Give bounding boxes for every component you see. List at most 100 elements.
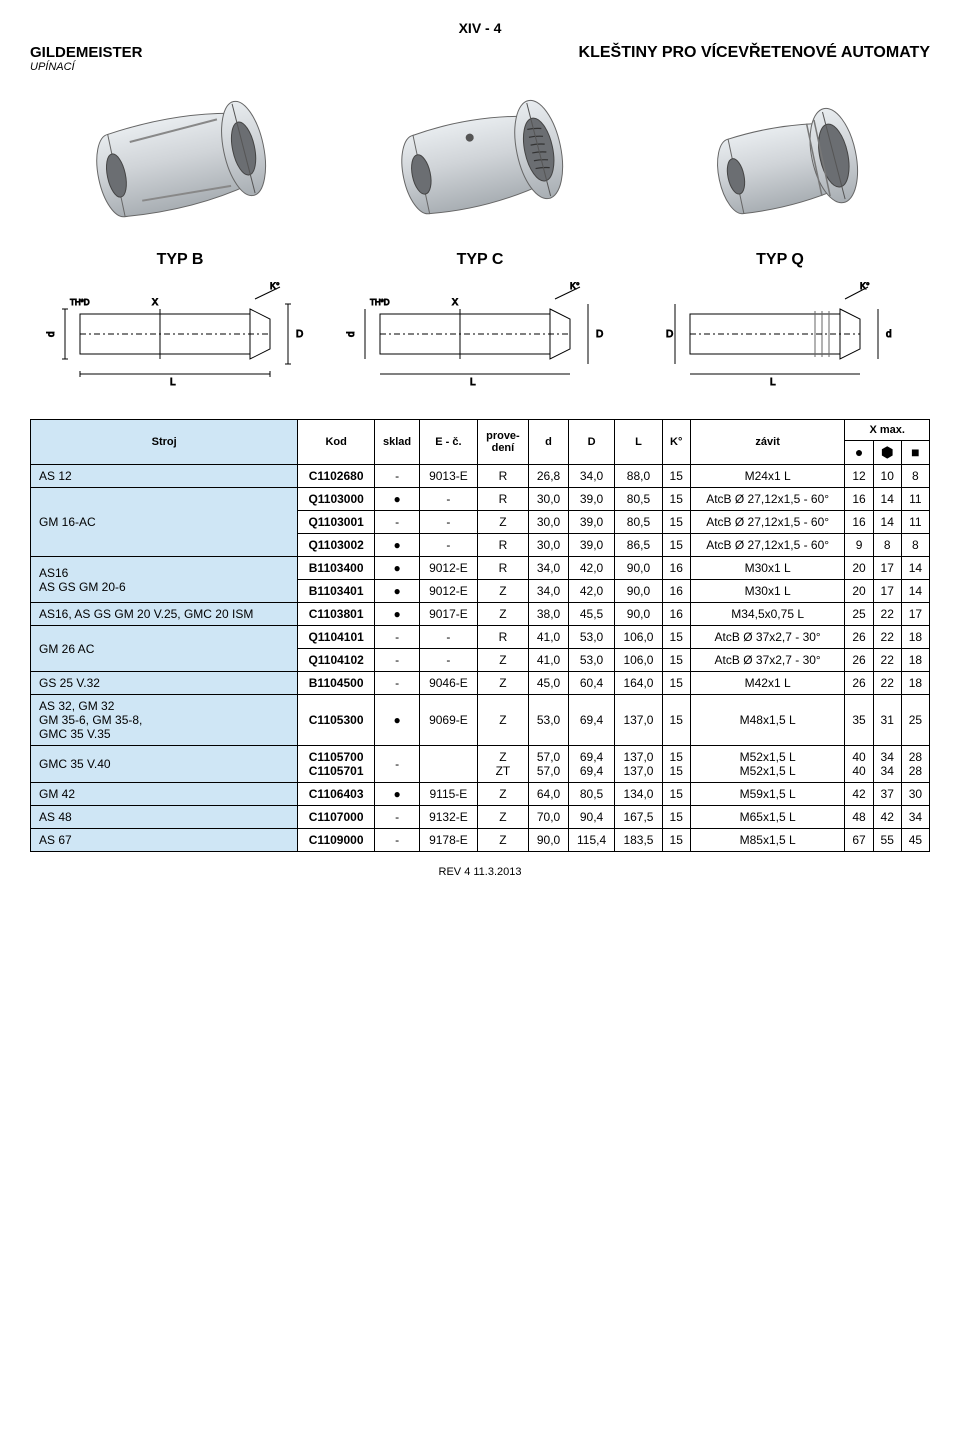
cell-L: 88,0 <box>615 465 662 488</box>
cell-prov: Z <box>477 672 529 695</box>
cell-d: 70,0 <box>529 806 569 829</box>
cell-kod: C1103801 <box>298 603 375 626</box>
cell-L: 106,0 <box>615 649 662 672</box>
cell-xc: 16 <box>845 488 873 511</box>
cell-ec: 9132-E <box>420 806 477 829</box>
cell-machine: AS 48 <box>31 806 298 829</box>
cell-d: 38,0 <box>529 603 569 626</box>
cell-machine: GMC 35 V.40 <box>31 746 298 783</box>
cell-xh: 17 <box>873 580 901 603</box>
cell-D: 53,0 <box>568 626 614 649</box>
cell-prov: Z <box>477 649 529 672</box>
cell-D: 45,5 <box>568 603 614 626</box>
cell-xs: 14 <box>901 580 929 603</box>
label-typ-q: TYP Q <box>665 251 895 269</box>
cell-machine: AS16, AS GS GM 20 V.25, GMC 20 ISM <box>31 603 298 626</box>
cell-kod: Q1103002 <box>298 534 375 557</box>
collet-b: TYP B <box>65 82 295 269</box>
cell-L: 90,0 <box>615 580 662 603</box>
cell-D: 60,4 <box>568 672 614 695</box>
cell-D: 90,4 <box>568 806 614 829</box>
cell-prov: Z <box>477 511 529 534</box>
cell-d: 30,0 <box>529 511 569 534</box>
cell-d: 30,0 <box>529 488 569 511</box>
cell-d: 34,0 <box>529 580 569 603</box>
cell-xs: 18 <box>901 672 929 695</box>
cell-ec: - <box>420 511 477 534</box>
cell-zavit: M30x1 L <box>690 580 845 603</box>
cell-zavit: AtcB Ø 27,12x1,5 - 60° <box>690 488 845 511</box>
table-row: AS16 AS GS GM 20-6B1103400●9012-ER34,042… <box>31 557 930 580</box>
table-row: GM 42C1106403●9115-EZ64,080,5134,015M59x… <box>31 783 930 806</box>
cell-K: 15 <box>662 672 690 695</box>
collet-c: TYP C <box>365 82 595 269</box>
cell-zavit: M85x1,5 L <box>690 829 845 852</box>
cell-xs: 17 <box>901 603 929 626</box>
cell-xs: 14 <box>901 557 929 580</box>
cell-zavit: M42x1 L <box>690 672 845 695</box>
cell-d: 57,0 57,0 <box>529 746 569 783</box>
cell-L: 167,5 <box>615 806 662 829</box>
cell-xs: 34 <box>901 806 929 829</box>
cell-ec: - <box>420 649 477 672</box>
th-ec: E - č. <box>420 420 477 465</box>
cell-zavit: M24x1 L <box>690 465 845 488</box>
brand-block: GILDEMEISTER UPÍNACÍ <box>30 44 143 73</box>
cell-L: 137,0 <box>615 695 662 746</box>
cell-xh: 55 <box>873 829 901 852</box>
cell-kod: B1104500 <box>298 672 375 695</box>
cell-sklad: ● <box>374 557 419 580</box>
cell-machine: GM 16-AC <box>31 488 298 557</box>
cell-d: 90,0 <box>529 829 569 852</box>
cell-K: 15 <box>662 649 690 672</box>
cell-K: 15 15 <box>662 746 690 783</box>
cell-xc: 40 40 <box>845 746 873 783</box>
cell-L: 137,0 137,0 <box>615 746 662 783</box>
page-number: XIV - 4 <box>30 20 930 36</box>
th-sym-square: ■ <box>901 441 929 465</box>
brand-name: GILDEMEISTER <box>30 44 143 61</box>
table-row: GMC 35 V.40C1105700 C1105701-Z ZT57,0 57… <box>31 746 930 783</box>
cell-kod: Q1104101 <box>298 626 375 649</box>
svg-text:D: D <box>666 329 673 340</box>
cell-L: 183,5 <box>615 829 662 852</box>
cell-sklad: ● <box>374 534 419 557</box>
th-sym-circle: ● <box>845 441 873 465</box>
svg-text:X: X <box>452 297 458 307</box>
th-zavit: závit <box>690 420 845 465</box>
cell-xh: 17 <box>873 557 901 580</box>
th-xmax: X max. <box>845 420 930 441</box>
cell-prov: Z <box>477 829 529 852</box>
svg-text:X: X <box>152 297 158 307</box>
table-body: AS 12C1102680-9013-ER26,834,088,015M24x1… <box>31 465 930 852</box>
cell-kod: C1106403 <box>298 783 375 806</box>
svg-text:K°: K° <box>270 281 280 291</box>
table-row: GM 16-ACQ1103000●-R30,039,080,515AtcB Ø … <box>31 488 930 511</box>
cell-xc: 16 <box>845 511 873 534</box>
cell-xs: 18 <box>901 649 929 672</box>
cell-zavit: M30x1 L <box>690 557 845 580</box>
svg-text:K°: K° <box>570 281 580 291</box>
cell-prov: Z <box>477 695 529 746</box>
cell-zavit: AtcB Ø 27,12x1,5 - 60° <box>690 534 845 557</box>
cell-K: 15 <box>662 534 690 557</box>
spec-table: Stroj Kod sklad E - č. prove- dení d D L… <box>30 419 930 852</box>
label-typ-c: TYP C <box>365 251 595 269</box>
cell-machine: AS 12 <box>31 465 298 488</box>
cell-xc: 35 <box>845 695 873 746</box>
cell-prov: Z <box>477 580 529 603</box>
cell-prov: R <box>477 465 529 488</box>
cell-xc: 12 <box>845 465 873 488</box>
cell-machine: AS 32, GM 32 GM 35-6, GM 35-8, GMC 35 V.… <box>31 695 298 746</box>
cell-prov: R <box>477 534 529 557</box>
cell-L: 80,5 <box>615 511 662 534</box>
cell-K: 15 <box>662 783 690 806</box>
cell-K: 15 <box>662 465 690 488</box>
cell-zavit: M52x1,5 L M52x1,5 L <box>690 746 845 783</box>
cell-kod: B1103401 <box>298 580 375 603</box>
table-row: AS16, AS GS GM 20 V.25, GMC 20 ISMC11038… <box>31 603 930 626</box>
svg-text:D: D <box>596 329 603 340</box>
illustration-row: TYP B TYP C <box>30 82 930 269</box>
cell-d: 53,0 <box>529 695 569 746</box>
cell-ec: 9017-E <box>420 603 477 626</box>
